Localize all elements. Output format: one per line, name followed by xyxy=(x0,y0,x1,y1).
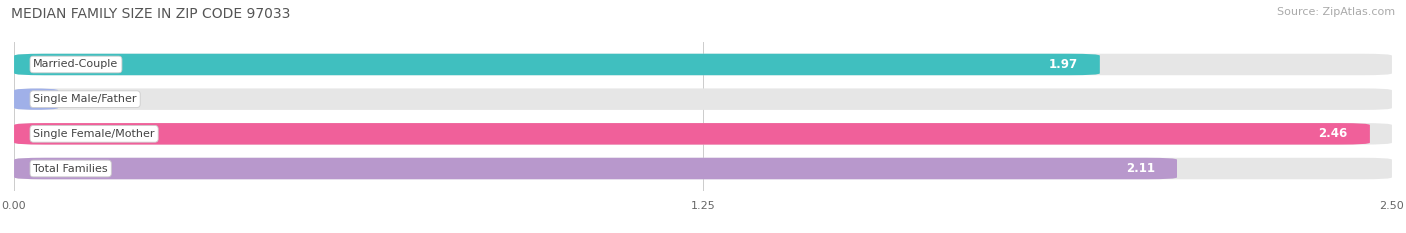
FancyBboxPatch shape xyxy=(14,158,1392,179)
Text: MEDIAN FAMILY SIZE IN ZIP CODE 97033: MEDIAN FAMILY SIZE IN ZIP CODE 97033 xyxy=(11,7,291,21)
Text: 2.11: 2.11 xyxy=(1126,162,1154,175)
FancyBboxPatch shape xyxy=(14,123,1369,145)
Text: 0.00: 0.00 xyxy=(80,93,110,106)
Text: Single Female/Mother: Single Female/Mother xyxy=(34,129,155,139)
FancyBboxPatch shape xyxy=(14,158,1177,179)
Text: Married-Couple: Married-Couple xyxy=(34,59,118,69)
Text: Single Male/Father: Single Male/Father xyxy=(34,94,136,104)
FancyBboxPatch shape xyxy=(14,88,1392,110)
FancyBboxPatch shape xyxy=(14,123,1392,145)
Text: Total Families: Total Families xyxy=(34,164,108,174)
Text: Source: ZipAtlas.com: Source: ZipAtlas.com xyxy=(1277,7,1395,17)
FancyBboxPatch shape xyxy=(14,54,1099,75)
Text: 1.97: 1.97 xyxy=(1049,58,1078,71)
FancyBboxPatch shape xyxy=(14,54,1392,75)
Text: 2.46: 2.46 xyxy=(1319,127,1348,140)
FancyBboxPatch shape xyxy=(14,88,58,110)
